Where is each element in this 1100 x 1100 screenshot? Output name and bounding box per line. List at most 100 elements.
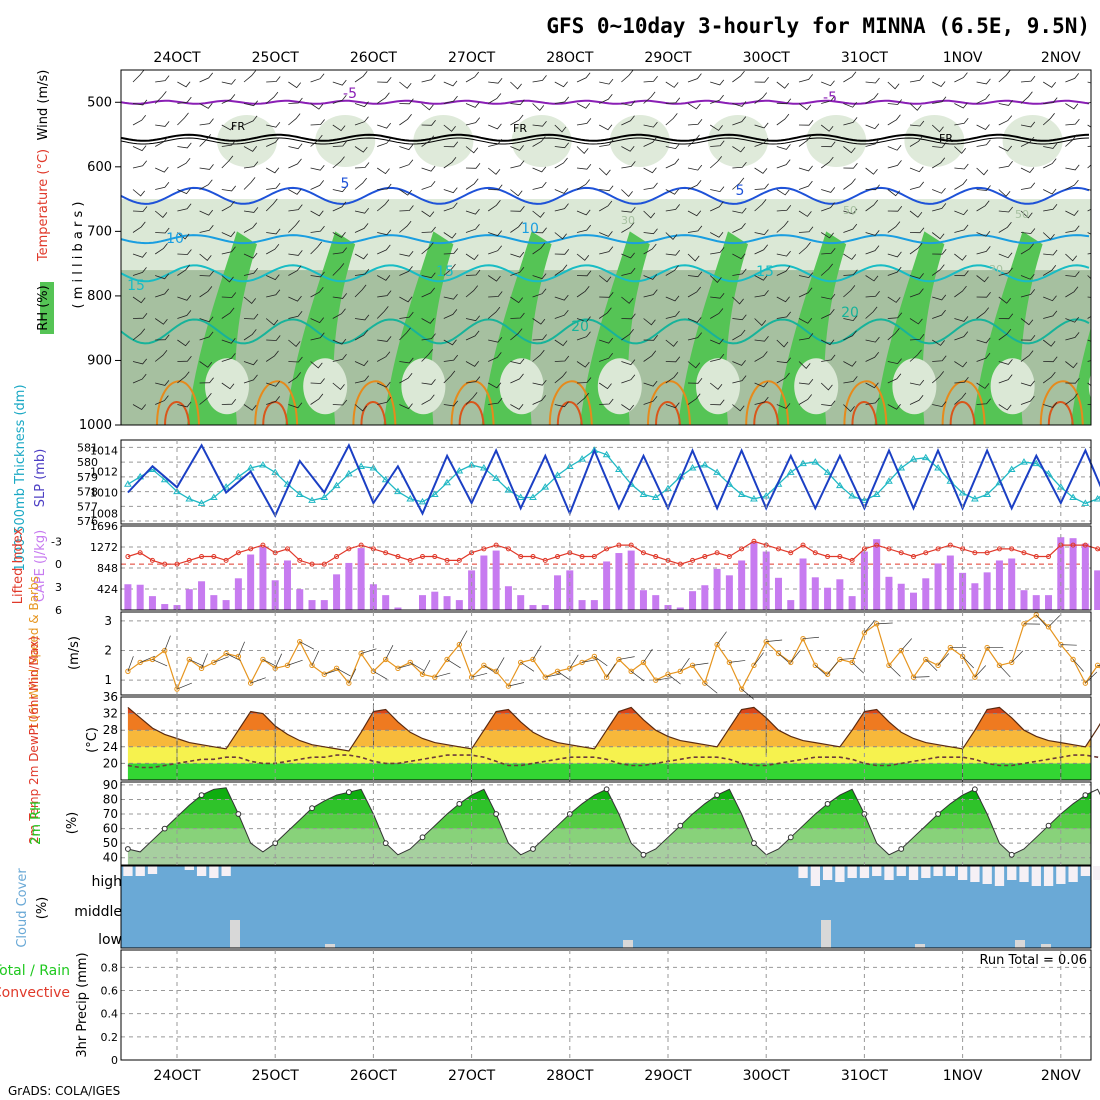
cape-bar (910, 592, 917, 610)
temp-tick-label: 24 (103, 740, 118, 754)
wind-barb (865, 167, 878, 175)
wind-barb (465, 178, 479, 190)
cape-panel-frame (120, 525, 1092, 611)
wind-barb (487, 275, 501, 282)
wind-barb (532, 288, 547, 298)
wind-barb (709, 382, 723, 390)
wind-barb (887, 328, 900, 341)
wind-barb (621, 145, 635, 152)
wind-point (542, 674, 548, 680)
wind-point (751, 662, 757, 669)
bottom-date-label: 31OCT (841, 1068, 889, 1084)
wind-barb (354, 404, 368, 412)
wind-barb (421, 226, 436, 233)
wind-barb (243, 313, 259, 320)
wind-barb (288, 265, 302, 276)
top-date-label: 31OCT (841, 50, 889, 66)
wind-barb (887, 251, 902, 258)
wind-barb (554, 249, 570, 255)
wind-barb (754, 381, 769, 388)
wind-barb (643, 228, 658, 235)
lifted-point (604, 546, 610, 552)
bottom-date-label: 27OCT (448, 1068, 496, 1084)
wind-barb (865, 77, 880, 84)
wind-barb (243, 207, 259, 213)
wind-barb (310, 271, 325, 278)
wind-point (505, 683, 512, 689)
wind-axis-label: Wind (m/s) (36, 70, 51, 141)
wind-barb (687, 393, 701, 405)
contour-label: FR (513, 122, 527, 135)
wind-point (824, 671, 831, 677)
cape-bar (1057, 537, 1065, 610)
cape-bar (799, 558, 807, 610)
wind-barb (532, 103, 545, 111)
wind-barb (1065, 316, 1080, 323)
wind-barb (776, 372, 790, 384)
rh-plume (383, 231, 454, 425)
temp-bands (127, 705, 1091, 780)
wind-barb (221, 139, 237, 147)
wind-barb (354, 146, 368, 153)
wind-barb (887, 189, 901, 197)
lifted-point (420, 554, 425, 560)
wind-barb (665, 113, 678, 126)
wind-barb (865, 245, 880, 255)
lifted-point (149, 557, 155, 563)
precip-axis-label: 3hr Precip (mm) (75, 952, 90, 1057)
rh-upper-patch (413, 115, 474, 167)
wind-barb (1043, 402, 1058, 408)
thickness-point (872, 490, 881, 498)
wind-barb (399, 266, 413, 276)
lifted-point (984, 550, 990, 556)
wind-barb (354, 71, 368, 83)
wind-barb (954, 285, 967, 298)
wind-barb (487, 167, 501, 175)
wind-barb (154, 349, 168, 362)
cloud-clear-bar (835, 866, 845, 882)
wind-barb (1065, 286, 1079, 298)
lifted-point (923, 550, 929, 556)
wind10m-barb (348, 668, 357, 684)
lifted-point (714, 550, 720, 556)
wind-barb (443, 400, 459, 407)
thickness-point (541, 483, 550, 490)
wind-barb (554, 232, 567, 240)
bottom-date-label: 25OCT (252, 1068, 300, 1084)
thickness-point (246, 464, 255, 471)
cape-bar (676, 607, 684, 610)
cape-bar (492, 550, 500, 610)
wind-barb (1042, 232, 1055, 240)
wind-barb (621, 206, 636, 213)
wind-barb (732, 207, 747, 214)
precip-tick-label: 0.2 (101, 1031, 119, 1044)
wind-barb (332, 186, 347, 193)
cloud-panel-frame (120, 865, 1092, 949)
wind-barb (843, 404, 855, 412)
precip-panel-frame (120, 949, 1092, 1061)
wind-barb (332, 263, 345, 276)
wind-barb (465, 361, 480, 367)
wind-point (972, 674, 978, 680)
rh-dry-pocket (597, 358, 642, 415)
wind-barb (798, 226, 814, 233)
cape-bar (934, 563, 942, 610)
wind-barb (443, 157, 457, 169)
cloud-low-bar (821, 920, 831, 948)
wind-barb (998, 328, 1012, 341)
wind-barb (732, 223, 746, 233)
cloud-level-label: low (98, 932, 122, 948)
thickness-point (529, 493, 537, 500)
cape-lifted-axes: 1696 1272 848 424 -3 0 3 6 (51, 520, 118, 617)
wind-barb (710, 140, 725, 147)
wind-barb (221, 124, 235, 131)
temp-panel-frame (120, 696, 1092, 781)
rh-point (677, 822, 684, 829)
cloud-low-bar (325, 944, 335, 948)
wind-point (1070, 656, 1076, 663)
chart-title: GFS 0~10day 3-hourly for MINNA (6.5E, 9.… (546, 14, 1090, 38)
wind-barb (377, 351, 391, 362)
wind-barb (377, 77, 392, 83)
wind-barb (621, 329, 634, 341)
rh-point (898, 846, 905, 852)
